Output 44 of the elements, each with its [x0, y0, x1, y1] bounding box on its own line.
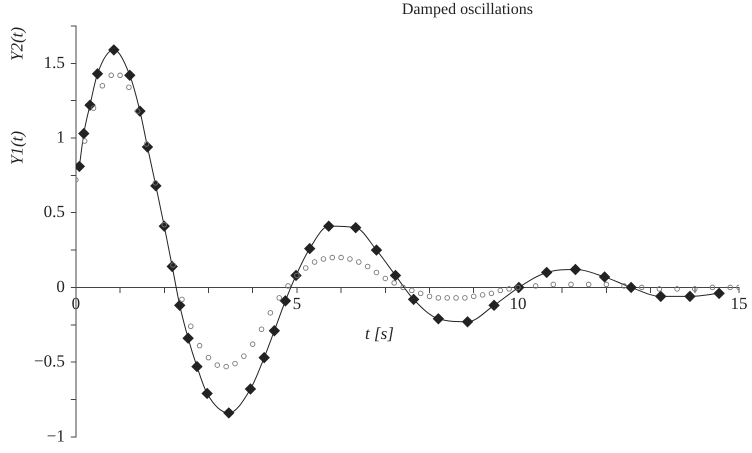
point — [108, 44, 120, 56]
x-tick-label: 15 — [730, 294, 748, 314]
point — [626, 282, 637, 293]
y-tick-label: −1 — [46, 426, 65, 446]
point — [462, 316, 474, 328]
x-tick-label: 10 — [509, 294, 526, 314]
point — [78, 128, 90, 140]
point — [124, 70, 136, 81]
point — [390, 270, 401, 281]
point — [304, 243, 316, 254]
point — [570, 264, 581, 275]
point — [258, 352, 270, 364]
y-tick-label: 1 — [56, 128, 65, 147]
point — [684, 290, 696, 302]
x-axis-title: t [s] — [365, 324, 394, 343]
point — [92, 68, 103, 80]
point — [370, 244, 382, 256]
point — [655, 290, 666, 302]
point — [182, 332, 194, 344]
point — [714, 288, 725, 299]
chart-title: Damped oscillations — [402, 1, 533, 18]
point — [84, 100, 96, 111]
point — [191, 361, 202, 372]
y-tick-label: 0 — [56, 276, 65, 296]
text: Y2(t) — [7, 26, 26, 61]
y-tick-label: 1.5 — [44, 52, 65, 72]
point — [174, 300, 186, 311]
point — [268, 325, 280, 336]
point — [280, 295, 291, 306]
point — [432, 313, 444, 324]
y-tick-label: 0.5 — [44, 202, 65, 222]
x-tick-label: 5 — [292, 294, 302, 314]
point — [599, 271, 610, 282]
point — [223, 407, 234, 418]
point — [202, 388, 213, 399]
point — [541, 266, 552, 278]
point — [323, 220, 334, 232]
point — [488, 300, 500, 311]
point — [142, 142, 153, 152]
y-tick-label: −0.5 — [34, 352, 65, 371]
y-axis-title: Y1(t) — [7, 130, 26, 165]
point — [350, 222, 362, 234]
point — [408, 294, 420, 305]
point — [244, 384, 256, 394]
